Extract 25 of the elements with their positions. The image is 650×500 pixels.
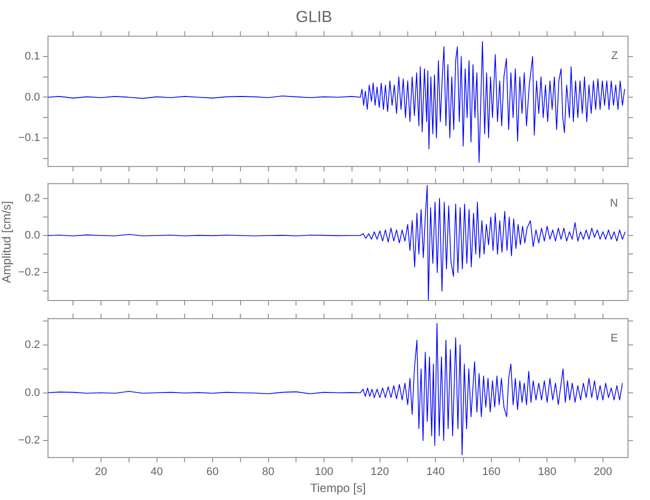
x-tick-label: 80: [262, 466, 274, 478]
x-tick-label: 120: [370, 466, 390, 478]
x-tick-label: 200: [594, 466, 612, 478]
y-tick-label: −0.1: [18, 132, 40, 144]
annotation: N: [610, 198, 618, 210]
y-axis-title: Amplitud [cm/s]: [0, 200, 14, 284]
y-tick-label: −0.2: [18, 434, 40, 447]
y-tick-label: −0.2: [18, 266, 40, 279]
y-tick-label: 0.2: [24, 338, 40, 351]
x-tick-label: 160: [482, 466, 501, 478]
x-tick-label: 180: [538, 466, 556, 478]
y-tick-label: 0.0: [24, 230, 40, 242]
x-tick-label: 60: [206, 466, 219, 478]
chart-title: GLIB: [296, 9, 332, 26]
y-tick-label: 0.0: [24, 91, 40, 104]
y-tick-label: 0.1: [24, 50, 40, 63]
y-tick-label: 0.2: [24, 192, 40, 204]
x-tick-label: 140: [426, 466, 445, 478]
x-tick-label: 20: [94, 466, 108, 478]
x-tick-label: 100: [314, 466, 334, 478]
x-axis-title: Tiempo [s]: [310, 481, 366, 496]
y-tick-label: 0.0: [24, 386, 40, 399]
annotation: E: [610, 332, 618, 345]
annotation: Z: [611, 50, 618, 62]
x-tick-label: 40: [150, 466, 163, 478]
